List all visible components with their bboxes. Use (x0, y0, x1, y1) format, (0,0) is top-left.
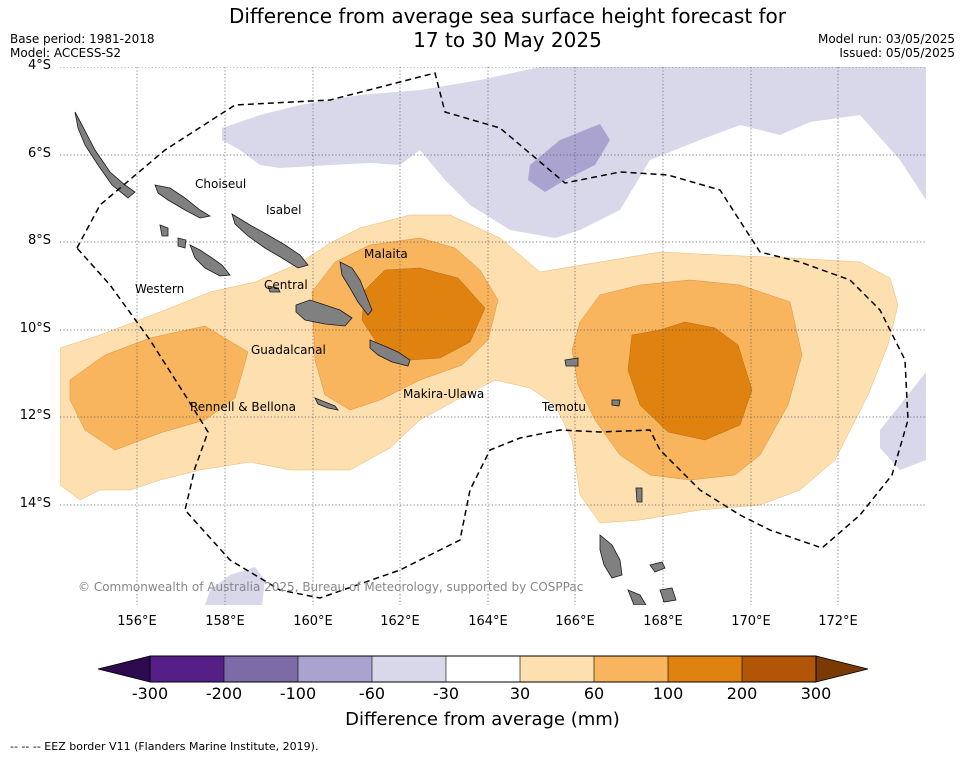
choiseul-island (74, 111, 136, 199)
map-panel (60, 67, 926, 605)
region-label-makira-ulawa: Makira-Ulawa (403, 387, 485, 401)
lon-label-166e: 166°E (555, 614, 595, 629)
negative-anomaly-core (528, 124, 610, 192)
colorbar-tick-10: 300 (800, 684, 832, 703)
small-island-1 (159, 224, 169, 237)
vella-island (154, 184, 212, 219)
islands (74, 111, 677, 605)
model-run: Model run: 03/05/2025 (817, 32, 955, 46)
lat-label-14s: 14°S (19, 496, 51, 511)
lon-label-172e: 172°E (818, 614, 858, 629)
colorbar (97, 655, 869, 683)
negative-anomaly-areas (205, 67, 926, 605)
vanuatu-north (599, 534, 623, 579)
base-period: Base period: 1981-2018 (10, 32, 155, 46)
lon-label-164e: 164°E (468, 614, 508, 629)
anomaly-60-100-west (69, 325, 249, 451)
region-label-isabel: Isabel (266, 203, 302, 217)
santa-cruz-island (611, 399, 621, 407)
lon-label-160e: 160°E (293, 614, 333, 629)
colorbar-tick-9: 200 (726, 684, 758, 703)
colorbar-tick-5: -30 (432, 684, 460, 703)
colorbar-frame (149, 655, 817, 683)
guadalcanal-island (295, 299, 353, 327)
vanuatu-south (659, 587, 677, 603)
small-island-2 (177, 237, 187, 249)
region-label-choiseul: Choiseul (195, 177, 247, 191)
negative-anomaly-east (880, 372, 926, 470)
russell-islands (267, 285, 281, 293)
positive-anomaly-areas (60, 214, 899, 524)
lat-label-8s: 8°S (27, 233, 51, 248)
region-label-guadalcanal: Guadalcanal (251, 343, 326, 357)
map-title: Difference from average sea surface heig… (0, 4, 965, 52)
region-label-malaita: Malaita (364, 247, 408, 261)
colorbar-over-arrow (815, 655, 869, 683)
lat-label-6s: 6°S (27, 146, 51, 161)
lon-label-170e: 170°E (731, 614, 771, 629)
lat-label-4s: 4°S (27, 58, 51, 73)
lon-label-158e: 158°E (205, 614, 245, 629)
colorbar-tick-1: -300 (131, 684, 169, 703)
colorbar-tick-8: 100 (652, 684, 684, 703)
torres-island (635, 487, 643, 503)
colorbar-bin-5 (446, 656, 520, 682)
issued-date: Issued: 05/05/2025 (839, 46, 955, 60)
colorbar-bin-2 (224, 656, 298, 682)
eez-footnote: -- -- -- EEZ border V11 (Flanders Marine… (10, 740, 319, 753)
anomaly-100-200-east (627, 321, 753, 441)
model-name: Model: ACCESS-S2 (10, 46, 122, 60)
colorbar-bin-8 (668, 656, 742, 682)
new-georgia-island (189, 244, 231, 277)
meta-left: Base period: 1981-2018 Model: ACCESS-S2 (10, 32, 155, 60)
colorbar-tick-7: 60 (583, 684, 605, 703)
region-label-temotu: Temotu (542, 400, 587, 414)
copyright-notice: © Commonwealth of Australia 2025, Bureau… (78, 580, 584, 594)
colorbar-bin-4 (372, 656, 446, 682)
title-line-2: 17 to 30 May 2025 (413, 28, 602, 52)
vanuatu-central (627, 589, 647, 605)
negative-anomaly-south (205, 567, 265, 605)
eez-border (76, 72, 909, 599)
lon-label-162e: 162°E (380, 614, 420, 629)
graticule (60, 67, 926, 605)
rennell-island (314, 397, 339, 411)
colorbar-bin-3 (298, 656, 372, 682)
lon-label-168e: 168°E (643, 614, 683, 629)
title-line-1: Difference from average sea surface heig… (228, 4, 787, 28)
colorbar-under-arrow (97, 655, 151, 683)
malaita-island (339, 261, 373, 316)
makira-island (369, 339, 411, 367)
colorbar-title: Difference from average (mm) (345, 709, 620, 730)
lat-label-10s: 10°S (19, 321, 51, 336)
colorbar-tick-2: -200 (205, 684, 243, 703)
colorbar-bin-1 (150, 656, 224, 682)
colorbar-bin-7 (594, 656, 668, 682)
colorbar-tick-3: -100 (279, 684, 317, 703)
isabel-island (231, 213, 309, 269)
colorbar-bin-6 (520, 656, 594, 682)
colorbar-tick-4: -60 (358, 684, 386, 703)
region-label-central: Central (264, 278, 308, 292)
region-label-western: Western (135, 282, 185, 296)
lon-label-156e: 156°E (117, 614, 157, 629)
reef-islands (564, 357, 579, 367)
vanuatu-east (649, 561, 666, 573)
colorbar-tick-6: 30 (509, 684, 531, 703)
anomaly-100-200-central (361, 267, 486, 361)
colorbar-bin-9 (742, 656, 816, 682)
colorbar-dividers (223, 656, 743, 682)
region-label-rennell-bellona: Rennell & Bellona (190, 400, 297, 414)
meta-right: Model run: 03/05/2025 Issued: 05/05/2025 (818, 32, 955, 60)
lat-label-12s: 12°S (19, 408, 51, 423)
